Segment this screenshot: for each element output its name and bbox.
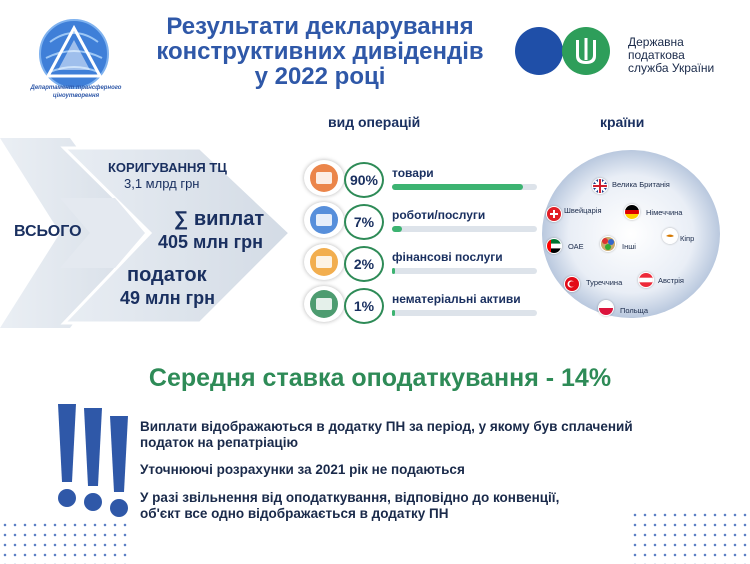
tax-value: 49 млн грн xyxy=(120,288,216,308)
note-payments-line-1: Виплати відображаються в додатку ПН за п… xyxy=(140,419,633,434)
tax-label: податок xyxy=(127,264,207,286)
note-clarifications: Уточнюючі розрахунки за 2021 рік не пода… xyxy=(140,462,465,477)
decorative-dots-left xyxy=(0,520,130,564)
operation-percent: 1% xyxy=(353,298,375,314)
note-exemption-line-1: У разі звільнення від оподаткування, від… xyxy=(140,490,560,505)
flag-cy-icon xyxy=(662,228,678,244)
percent-badge: 2% xyxy=(344,246,384,282)
country-label: Кіпр xyxy=(680,234,695,243)
operation-bar-track xyxy=(392,184,537,190)
tax-service-name: Державна податкова служба України xyxy=(628,36,714,75)
exclamation-icon xyxy=(48,402,138,522)
adjustment-value: 3,1 млрд грн xyxy=(124,176,200,191)
flag-ae-icon xyxy=(546,238,562,254)
decorative-dots-right xyxy=(630,510,750,564)
flag-de-icon xyxy=(624,204,640,220)
total-label: ВСЬОГО xyxy=(14,223,82,240)
flag-uk-icon xyxy=(592,178,608,194)
operation-percent: 90% xyxy=(349,172,379,188)
gears-head-icon xyxy=(304,286,344,322)
title-line-3: у 2022 році xyxy=(254,63,386,90)
flag-other-icon xyxy=(600,236,616,252)
operation-label: роботи/послуги xyxy=(392,208,486,222)
page-title: Результати декларування конструктивних д… xyxy=(110,14,530,89)
operation-label: фінансові послуги xyxy=(392,250,503,264)
note-exemption: У разі звільнення від оподаткування, від… xyxy=(140,490,559,522)
country-label: Польща xyxy=(620,306,649,315)
department-logo xyxy=(28,14,128,110)
worker-icon xyxy=(304,202,344,238)
operation-percent: 2% xyxy=(353,256,375,272)
operation-row: 2% фінансові послуги xyxy=(300,244,545,282)
operation-percent: 7% xyxy=(353,214,375,230)
dps-line-3: служба України xyxy=(628,61,715,75)
operation-bar-fill xyxy=(392,310,395,316)
note-exemption-line-2: об'єкт все одно відображається в додатку… xyxy=(140,506,449,521)
payments-value: 405 млн грн xyxy=(158,232,264,252)
goods-icon xyxy=(304,160,344,196)
tax-service-logo xyxy=(514,26,734,76)
operations-header: вид операцій xyxy=(328,114,421,130)
operations-list: 90% товари 7% роботи/послуги 2% фінансові пос… xyxy=(300,160,545,325)
operation-row: 7% роботи/послуги xyxy=(300,202,545,240)
operation-label: товари xyxy=(392,166,434,180)
countries-panel: Велика Британія Швейцарія Німеччина Кіпр ОАЕ… xyxy=(540,148,722,320)
operation-bar-track xyxy=(392,268,537,274)
country-label: Велика Британія xyxy=(612,180,670,189)
operation-bar-track xyxy=(392,310,537,316)
title-line-2: конструктивних дивідендів xyxy=(156,38,484,65)
percent-badge: 7% xyxy=(344,204,384,240)
flag-ch-icon xyxy=(546,206,562,222)
title-line-1: Результати декларування xyxy=(166,13,474,40)
country-label: ОАЕ xyxy=(568,242,584,251)
flag-pl-icon xyxy=(598,300,614,316)
operation-row: 90% товари xyxy=(300,160,545,198)
dps-line-1: Державна xyxy=(628,35,684,49)
payments-label: ∑ виплат xyxy=(174,208,265,230)
country-label: Туреччина xyxy=(586,278,623,287)
country-label: Інші xyxy=(622,242,636,251)
percent-badge: 90% xyxy=(344,162,384,198)
finance-icon xyxy=(304,244,344,280)
operation-bar-fill xyxy=(392,184,523,190)
operation-bar-fill xyxy=(392,226,403,232)
totals-panel: ВСЬОГО КОРИГУВАННЯ ТЦ 3,1 млрд грн ∑ вип… xyxy=(0,138,310,328)
country-label: Австрія xyxy=(658,276,684,285)
average-tax-rate: Середня ставка оподаткування - 14% xyxy=(148,364,612,392)
flag-tr-icon xyxy=(564,276,580,292)
dps-line-2: податкова xyxy=(628,48,685,62)
operation-row: 1% нематеріальні активи xyxy=(300,286,545,324)
operation-label: нематеріальні активи xyxy=(392,292,521,306)
adjustment-label: КОРИГУВАННЯ ТЦ xyxy=(108,160,227,175)
country-label: Німеччина xyxy=(646,208,683,217)
countries-header: країни xyxy=(600,114,645,130)
operation-bar-track xyxy=(392,226,537,232)
country-label: Швейцарія xyxy=(564,206,602,215)
department-logo-text: Департамент трансферного ціноутворення xyxy=(30,85,122,99)
operation-bar-fill xyxy=(392,268,395,274)
note-payments-line-2: податок на репатріацію xyxy=(140,435,299,450)
flag-at-icon xyxy=(638,272,654,288)
percent-badge: 1% xyxy=(344,288,384,324)
note-payments: Виплати відображаються в додатку ПН за п… xyxy=(140,419,633,451)
